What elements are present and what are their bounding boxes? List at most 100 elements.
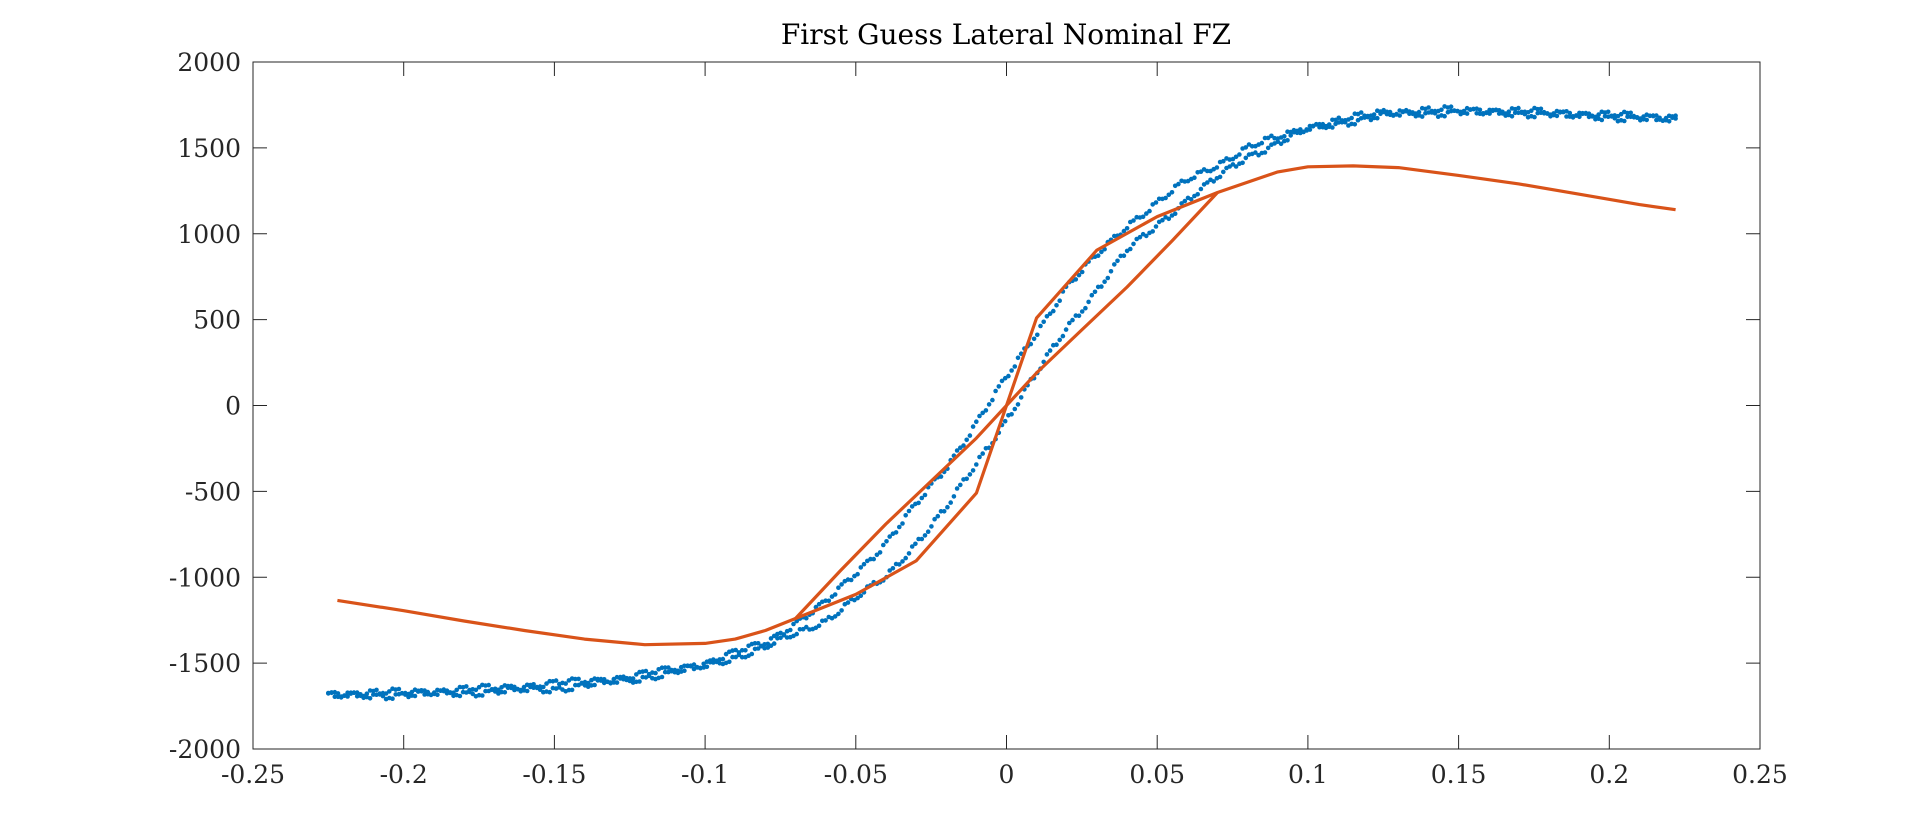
data-point-sweep-down <box>1618 111 1624 117</box>
y-tick-label: -2000 <box>169 735 241 764</box>
data-point-sweep-down <box>916 500 921 506</box>
data-point-sweep-down <box>653 670 658 676</box>
data-point-sweep-up <box>1054 342 1059 348</box>
data-point-sweep-down <box>634 672 639 677</box>
data-point-sweep-down <box>1471 106 1476 112</box>
data-point-sweep-down <box>1358 110 1364 115</box>
data-point-sweep-down <box>1205 168 1210 174</box>
data-point-sweep-down <box>900 521 905 526</box>
data-point-sweep-down <box>983 408 989 413</box>
data-point-sweep-down <box>977 413 982 419</box>
data-point-sweep-down <box>1269 133 1274 139</box>
data-point-sweep-up <box>1047 348 1053 353</box>
data-point-sweep-down <box>364 691 370 696</box>
data-point-sweep-down <box>1551 111 1556 116</box>
data-point-sweep-up <box>1002 418 1008 424</box>
data-point-sweep-down <box>454 687 460 693</box>
data-point-sweep-up <box>367 696 373 701</box>
data-point-sweep-down <box>1041 319 1046 325</box>
data-point-sweep-down <box>396 686 402 692</box>
data-point-sweep-down <box>752 641 758 646</box>
data-point-sweep-down <box>428 692 434 698</box>
data-point-sweep-up <box>1625 114 1630 120</box>
data-point-sweep-down <box>329 690 334 695</box>
data-point-sweep-down <box>1291 127 1297 133</box>
data-point-sweep-up <box>637 679 642 684</box>
data-point-sweep-up <box>929 524 934 529</box>
data-point-sweep-up <box>1079 309 1085 314</box>
fit-curve-inner <box>794 191 1219 620</box>
data-point-sweep-up <box>909 544 915 549</box>
data-point-sweep-up <box>771 641 777 646</box>
data-point-sweep-up <box>804 624 809 630</box>
data-point-sweep-down <box>1429 108 1435 114</box>
data-point-sweep-down <box>1326 122 1332 127</box>
data-point-sweep-up <box>932 516 937 522</box>
data-point-sweep-up <box>1654 113 1659 118</box>
data-point-sweep-up <box>682 668 687 673</box>
data-point-sweep-up <box>1205 180 1210 185</box>
data-point-sweep-down <box>1038 323 1043 329</box>
data-point-sweep-up <box>1009 412 1014 417</box>
data-point-sweep-down <box>897 524 902 530</box>
data-point-sweep-down <box>1015 355 1021 361</box>
data-point-sweep-down <box>688 663 694 668</box>
data-point-sweep-up <box>524 688 530 694</box>
data-point-sweep-down <box>1073 277 1079 282</box>
data-point-sweep-down <box>996 384 1002 389</box>
data-point-sweep-down <box>1516 105 1521 111</box>
data-point-sweep-up <box>1532 114 1537 120</box>
data-point-sweep-down <box>1593 114 1598 120</box>
y-tick-label: -500 <box>185 477 241 506</box>
data-point-sweep-down <box>662 665 668 670</box>
data-point-sweep-up <box>573 682 578 688</box>
data-point-sweep-down <box>698 665 703 671</box>
axes: -0.25 -0.2 -0.15 -0.1 -0.05 0 0.05 0.1 0.15 0.2 0.… <box>169 48 1788 789</box>
data-point-sweep-up <box>1070 317 1075 323</box>
data-point-sweep-up <box>816 623 822 629</box>
data-point-sweep-up <box>1115 258 1120 264</box>
data-point-sweep-down <box>986 402 992 407</box>
data-point-sweep-down <box>585 680 591 686</box>
data-point-sweep-up <box>390 696 395 701</box>
data-point-sweep-down <box>999 378 1005 384</box>
data-point-sweep-up <box>1278 141 1284 147</box>
data-point-sweep-down <box>431 690 437 695</box>
data-point-sweep-up <box>1233 164 1239 169</box>
data-point-sweep-down <box>476 684 482 690</box>
data-point-sweep-down <box>1426 105 1431 110</box>
data-point-sweep-down <box>1044 314 1050 319</box>
data-point-sweep-down <box>563 681 568 686</box>
data-point-sweep-down <box>1156 196 1162 202</box>
data-point-sweep-down <box>1371 112 1377 117</box>
data-point-sweep-down <box>1439 107 1444 113</box>
data-point-sweep-up <box>727 659 732 665</box>
y-tick-label: -1500 <box>169 649 241 678</box>
data-point-sweep-down <box>659 665 665 670</box>
data-point-sweep-up <box>945 504 950 510</box>
data-point-sweep-down <box>1330 117 1335 123</box>
data-point-sweep-up <box>1262 150 1268 155</box>
data-point-sweep-down <box>1147 208 1152 214</box>
data-point-sweep-down <box>1493 107 1499 113</box>
x-tick-label: 0.2 <box>1589 760 1629 789</box>
x-tick-label: -0.2 <box>380 760 428 789</box>
data-point-sweep-down <box>409 689 415 695</box>
data-point-sweep-down <box>980 410 985 416</box>
data-point-sweep-down <box>614 674 620 680</box>
data-point-sweep-up <box>916 536 921 542</box>
x-tick-label: 0.1 <box>1288 760 1328 789</box>
data-point-sweep-up <box>1057 337 1062 343</box>
data-point-sweep-down <box>967 433 973 438</box>
data-point-sweep-up <box>839 608 844 613</box>
data-point-sweep-down <box>666 665 671 670</box>
data-point-sweep-up <box>371 692 376 697</box>
data-point-sweep-up <box>1509 114 1515 119</box>
data-point-sweep-down <box>1176 181 1181 187</box>
data-point-sweep-up <box>749 651 755 657</box>
data-point-sweep-down <box>621 674 626 679</box>
data-point-sweep-down <box>919 495 925 501</box>
data-point-sweep-up <box>1112 262 1117 267</box>
data-point-sweep-up <box>1275 139 1281 144</box>
data-point-sweep-down <box>868 556 873 562</box>
